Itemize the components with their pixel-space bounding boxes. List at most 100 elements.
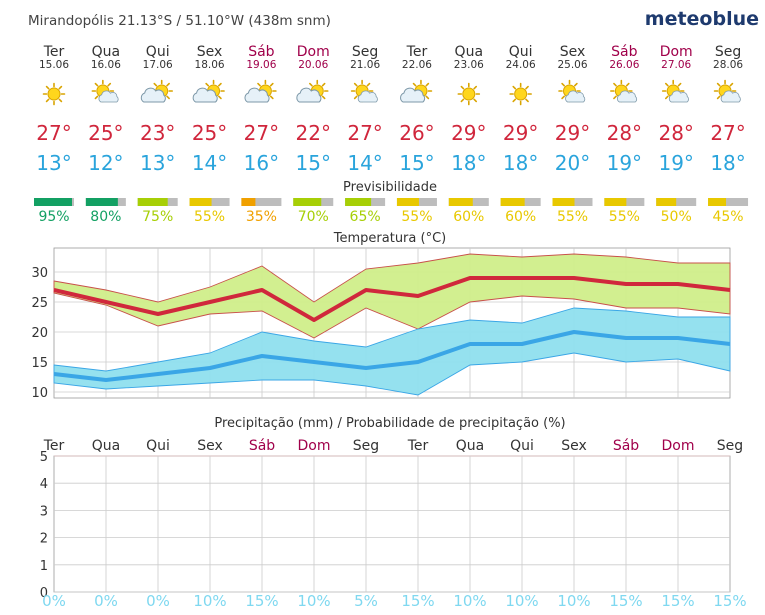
- min-temp: 18°: [451, 151, 486, 175]
- sun-ray: [321, 95, 326, 100]
- min-temp: 20°: [555, 151, 590, 175]
- day-name: Ter: [406, 44, 428, 60]
- sun-ray: [716, 95, 721, 100]
- precipitation-xtick: Sex: [197, 438, 223, 454]
- day-date: 15.06: [39, 59, 69, 71]
- precipitation-probability: 0%: [94, 592, 118, 610]
- day-date: 22.06: [402, 59, 432, 71]
- precipitation-probability: 5%: [354, 592, 378, 610]
- precipitation-probability: 10%: [557, 592, 590, 610]
- cloud-sun-icon: [244, 79, 277, 103]
- sun-ray: [460, 85, 465, 90]
- sun-ray: [525, 85, 529, 90]
- min-temp: 18°: [503, 151, 538, 175]
- max-temp: 28°: [658, 121, 693, 145]
- sun-ray: [353, 95, 358, 100]
- temperature-chart: Temperatura (°C) 10 15 20 25 30: [31, 231, 731, 401]
- sun-cloud-icon: [91, 79, 119, 103]
- predictability-item: 55%: [604, 198, 645, 225]
- location-title: Mirandopólis 21.13°S / 51.10°W (438m snm…: [28, 13, 331, 29]
- day-name: Qui: [146, 44, 170, 60]
- cloud-body: [357, 90, 378, 103]
- precipitation-ytick: 0: [40, 586, 48, 601]
- sun-ray: [366, 82, 371, 87]
- cloud-body: [565, 90, 586, 103]
- cloud-sun-icon: [400, 79, 433, 103]
- sun-ray: [353, 82, 358, 87]
- day-name: Qui: [509, 44, 533, 60]
- sun-cloud-icon: [713, 79, 741, 103]
- sun-cloud-icon: [350, 79, 378, 103]
- min-temp: 15°: [399, 151, 434, 175]
- sun-ray: [677, 82, 682, 87]
- precipitation-xtick: Qui: [146, 438, 170, 454]
- sun-disc: [514, 87, 528, 101]
- predictability-item: 80%: [85, 198, 126, 225]
- sun-shape: [457, 82, 481, 106]
- max-temp: 25°: [88, 121, 123, 145]
- cloud-body: [98, 90, 119, 103]
- max-temp: 29°: [555, 121, 590, 145]
- cloud-body: [400, 87, 426, 103]
- temperature-ytick: 25: [31, 296, 48, 311]
- brand-logo[interactable]: meteoblue: [645, 8, 759, 30]
- sun-ray: [58, 85, 63, 90]
- predictability-bar-fill: [137, 198, 168, 206]
- sun-ray: [166, 82, 170, 87]
- cloud-shape: [140, 87, 166, 103]
- predictability-bar-fill: [656, 198, 677, 206]
- day-name: Dom: [660, 44, 693, 60]
- predictability-value: 55%: [609, 209, 640, 225]
- max-temp: 23°: [140, 121, 175, 145]
- sun-ray: [107, 82, 112, 87]
- predictability-bar-fill: [708, 198, 727, 206]
- predictability-bar-fill: [604, 198, 627, 206]
- predictability-item: 70%: [293, 198, 334, 225]
- temperature-ytick: 30: [31, 266, 48, 281]
- sun-ray: [561, 82, 565, 87]
- precipitation-title: Precipitação (mm) / Probabilidade de pre…: [214, 416, 565, 431]
- sun-ray: [613, 95, 617, 100]
- min-temp-range-band: [53, 307, 731, 396]
- predictability-bars: 95% 80% 75% 55% 35% 70% 65% 55% 60% 60% 55% 55% 50% 4…: [34, 198, 749, 225]
- max-temp: 25°: [192, 121, 227, 145]
- predictability-value: 95%: [38, 209, 69, 225]
- sun-ray: [321, 82, 326, 87]
- predictability-bar-fill: [189, 198, 212, 206]
- day-date: 19.06: [246, 59, 276, 71]
- sun-disc: [47, 87, 61, 101]
- precipitation-ytick: 4: [40, 477, 48, 492]
- day-date: 17.06: [143, 59, 173, 71]
- day-date: 20.06: [298, 59, 328, 71]
- predictability-item: 60%: [448, 198, 489, 225]
- sun-ray: [205, 82, 210, 87]
- predictability-bar-bg: [708, 198, 749, 206]
- sun-cloud-icon: [661, 79, 689, 103]
- predictability-item: 55%: [189, 198, 230, 225]
- sun-cloud-icon: [558, 79, 586, 103]
- day-name: Qua: [92, 44, 120, 60]
- temperature-ytick: 10: [31, 386, 48, 401]
- predictability-item: 95%: [34, 198, 74, 225]
- sun-ray: [45, 85, 50, 90]
- sun-ray: [269, 95, 274, 100]
- sun-ray: [525, 98, 529, 103]
- day-date: 27.06: [661, 59, 691, 71]
- predictability-bar-fill: [552, 198, 575, 206]
- day-date: 25.06: [557, 59, 587, 71]
- cloud-shape: [244, 87, 270, 103]
- cloud-shape: [565, 90, 586, 103]
- sun-ray: [716, 82, 721, 87]
- predictability-value: 60%: [453, 209, 484, 225]
- sun-disc: [462, 87, 476, 101]
- sun-ray: [460, 98, 465, 103]
- cloud-body: [296, 87, 322, 103]
- predictability-item: 50%: [656, 198, 697, 225]
